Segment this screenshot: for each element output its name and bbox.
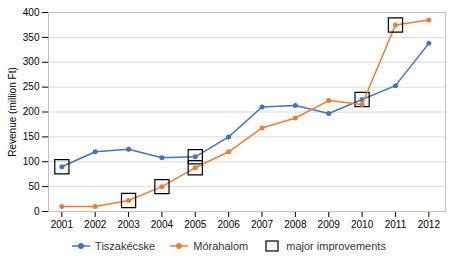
svg-text:300: 300 bbox=[23, 56, 40, 67]
svg-text:2012: 2012 bbox=[418, 219, 441, 230]
svg-text:2005: 2005 bbox=[184, 219, 207, 230]
svg-text:2004: 2004 bbox=[151, 219, 174, 230]
svg-text:Revenue (million Ft): Revenue (million Ft) bbox=[7, 67, 18, 156]
svg-text:50: 50 bbox=[28, 181, 40, 192]
html-text:major improvements: major improvements bbox=[286, 240, 386, 252]
html-text:Tiszakécske: Tiszakécske bbox=[95, 240, 156, 252]
svg-text:250: 250 bbox=[23, 81, 40, 92]
svg-text:400: 400 bbox=[23, 7, 40, 18]
svg-text:2009: 2009 bbox=[318, 219, 341, 230]
svg-text:2008: 2008 bbox=[284, 219, 307, 230]
svg-text:200: 200 bbox=[23, 106, 40, 117]
svg-text:2007: 2007 bbox=[251, 219, 274, 230]
svg-text:2003: 2003 bbox=[117, 219, 140, 230]
svg-text:2001: 2001 bbox=[51, 219, 74, 230]
svg-text:2002: 2002 bbox=[84, 219, 107, 230]
svg-text:350: 350 bbox=[23, 32, 40, 43]
svg-text:2010: 2010 bbox=[351, 219, 374, 230]
html-text:Mórahalom: Mórahalom bbox=[193, 240, 249, 252]
svg-text:0: 0 bbox=[34, 206, 40, 217]
svg-text:100: 100 bbox=[23, 156, 40, 167]
svg-text:2006: 2006 bbox=[218, 219, 241, 230]
svg-text:2011: 2011 bbox=[385, 219, 407, 230]
svg-text:150: 150 bbox=[23, 131, 40, 142]
